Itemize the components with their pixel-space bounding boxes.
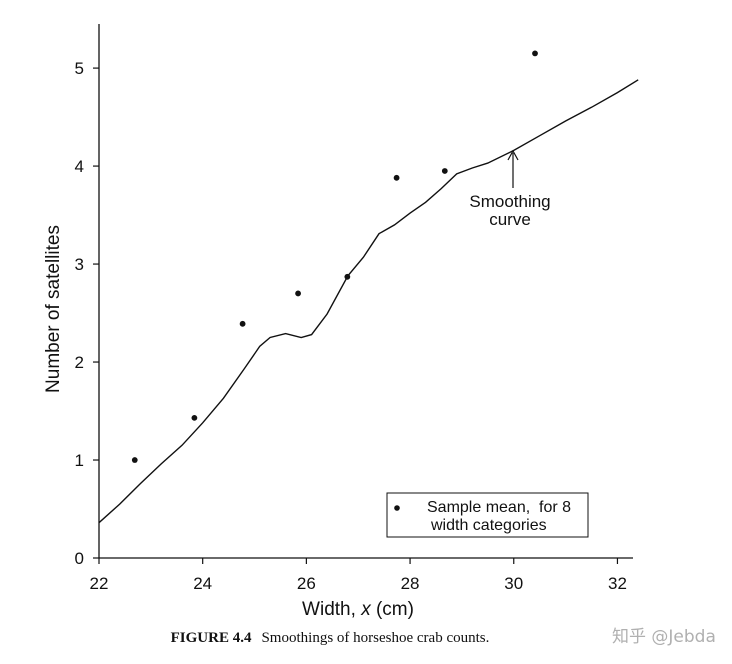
x-ticks: 22 24 26 28 30 32: [90, 558, 627, 593]
x-axis-label-var: x: [360, 599, 372, 620]
sample-mean-point: [532, 50, 538, 57]
sample-mean-point: [441, 168, 448, 174]
sample-mean-point: [191, 414, 198, 421]
x-axis-label-prefix: Width,: [302, 599, 356, 620]
watermark: 知乎 @Jebda: [612, 627, 716, 647]
figure-caption: FIGURE 4.4 Smoothings of horseshoe crab c…: [0, 630, 660, 647]
smoothing-annotation: Smoothing curve: [469, 149, 551, 229]
x-tick-label: 32: [608, 574, 627, 593]
x-tick-label: 30: [504, 574, 523, 593]
y-tick-label: 0: [75, 549, 84, 568]
y-tick-label: 4: [75, 157, 84, 176]
y-ticks: 0 1 2 3 4 5: [75, 59, 99, 568]
sample-mean-point: [295, 290, 301, 297]
legend-marker: [394, 505, 400, 511]
y-axis-label: Number of satellites: [43, 225, 64, 393]
sample-mean-point: [393, 174, 400, 181]
x-tick-label: 24: [193, 574, 212, 593]
y-tick-label: 5: [75, 59, 84, 78]
legend-box: [386, 492, 589, 538]
x-axis-label: Width, x (cm): [302, 599, 414, 620]
legend-line1: Sample mean, for 8: [427, 499, 571, 516]
caption-label: FIGURE 4.4: [170, 630, 252, 646]
y-tick-label: 3: [75, 255, 84, 274]
x-tick-label: 22: [90, 574, 109, 593]
legend: Sample mean, for 8 width categories: [386, 492, 589, 538]
chart: 22 24 26 28 30 32 0 1 2 3 4 5 Smoothing curve Samp…: [43, 24, 639, 620]
sample-mean-point: [131, 457, 138, 463]
smoothing-curve: [98, 79, 639, 524]
sample-mean-points: [131, 50, 538, 463]
y-tick-label: 1: [75, 451, 84, 470]
annotation-arrowhead: [507, 149, 519, 161]
annotation-line1: Smoothing: [469, 192, 550, 211]
sample-mean-point: [239, 320, 246, 327]
x-axis-label-suffix: (cm): [376, 599, 414, 620]
sample-mean-point: [344, 273, 351, 280]
annotation-line2: curve: [489, 210, 531, 229]
y-tick-label: 2: [75, 353, 84, 372]
x-tick-label: 28: [401, 574, 420, 593]
legend-line2: width categories: [430, 517, 547, 534]
x-tick-label: 26: [297, 574, 316, 593]
caption-text: Smoothings of horseshoe crab counts.: [261, 630, 490, 646]
